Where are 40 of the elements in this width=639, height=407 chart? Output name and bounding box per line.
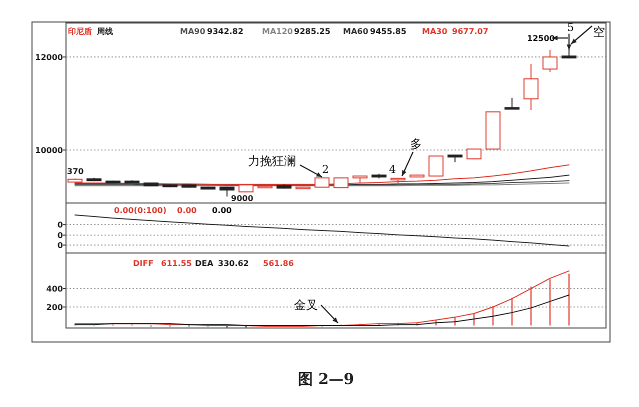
annotation: 力挽狂澜 xyxy=(248,154,296,168)
line-series xyxy=(74,294,570,326)
annotation: 5 xyxy=(567,21,574,34)
text: 0 xyxy=(57,241,64,250)
annotation: 0.00 xyxy=(177,206,198,215)
annotation: 370 xyxy=(67,167,84,176)
text: DEA xyxy=(195,259,214,268)
y-tick-label: 10000 xyxy=(35,146,64,155)
annotation: 9342.82 xyxy=(207,27,244,36)
annotation: 2 xyxy=(322,163,329,176)
annotation: 561.86 xyxy=(263,259,294,268)
text: 0 xyxy=(57,231,64,240)
text: MA120 xyxy=(262,27,294,36)
annotation: 9000 xyxy=(231,194,254,203)
text: 0 xyxy=(57,220,64,230)
annotation: 金叉 xyxy=(294,298,318,312)
annotation: 330.62 xyxy=(218,259,249,268)
y-tick-label: 200 xyxy=(46,303,64,312)
text: MA60 xyxy=(343,27,369,36)
annotation: 4 xyxy=(389,163,396,176)
annotation: 多 xyxy=(410,137,422,151)
text: 印尼盾 xyxy=(68,27,92,36)
annotation: 611.55 xyxy=(161,259,192,268)
annotation: 0.00 xyxy=(212,206,232,215)
text: MA90 xyxy=(180,27,206,36)
candlestick xyxy=(524,63,538,110)
annotation: 9455.85 xyxy=(370,27,407,36)
text: 空 xyxy=(593,25,605,39)
line-series xyxy=(74,174,570,186)
text: 周线 xyxy=(96,27,113,36)
y-tick-label: 12000 xyxy=(35,52,64,62)
text: MA30 xyxy=(422,27,448,36)
annotation: 0.00(0:100) xyxy=(114,206,167,215)
annotation: 9677.07 xyxy=(452,27,488,36)
annotation: 12500 xyxy=(527,34,556,43)
y-tick-label: 400 xyxy=(46,284,64,294)
candlestick xyxy=(542,49,558,72)
caption: 图 2—9 xyxy=(298,370,354,388)
annotation: 9285.25 xyxy=(294,27,331,36)
text: DIFF xyxy=(133,259,154,268)
